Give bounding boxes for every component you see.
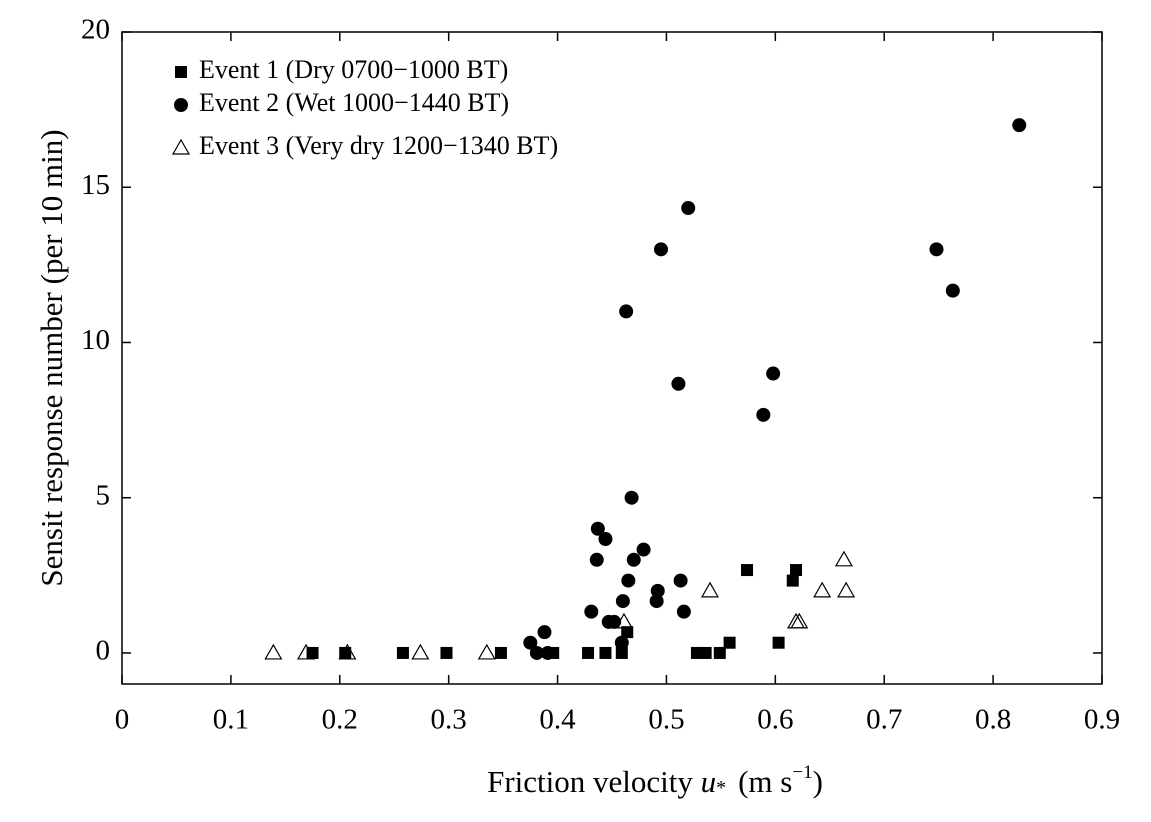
point-circle	[621, 573, 636, 588]
point-circle	[649, 594, 664, 609]
point-circle	[945, 283, 960, 298]
point-square	[772, 636, 785, 649]
point-triangle	[411, 643, 430, 660]
point-square	[440, 646, 453, 659]
point-circle	[626, 552, 641, 567]
point-circle	[523, 635, 538, 650]
point-circle	[537, 625, 552, 640]
point-square	[615, 646, 628, 659]
point-triangle	[264, 643, 283, 660]
point-circle	[756, 407, 771, 422]
point-circle	[589, 552, 604, 567]
point-square	[786, 574, 799, 587]
point-triangle	[614, 612, 634, 629]
y-tick-label: 0	[96, 635, 111, 667]
point-square	[741, 564, 754, 577]
point-circle	[584, 604, 599, 619]
y-axis-label: Sensit response number (per 10 min)	[34, 129, 69, 586]
point-circle	[598, 532, 613, 547]
x-label-unit: (m s	[738, 764, 792, 799]
y-tick-label: 10	[81, 324, 110, 356]
point-circle	[676, 604, 691, 619]
x-tick-label: 0.1	[213, 704, 249, 736]
x-tick-label: 0.6	[757, 704, 793, 736]
point-circle	[615, 594, 630, 609]
x-axis-label: Friction velocity u* (m s−1)	[487, 762, 823, 799]
point-square	[175, 66, 187, 78]
legend-label: Event 1 (Dry 0700−1000 BT)	[199, 55, 508, 84]
x-tick-label: 0.8	[975, 704, 1011, 736]
x-tick-label: 0.4	[539, 704, 576, 736]
x-label-symbol: u	[701, 764, 717, 799]
point-square	[396, 646, 409, 659]
point-square	[713, 646, 726, 659]
x-tick-label: 0.3	[431, 704, 467, 736]
point-square	[339, 646, 352, 659]
point-circle	[540, 645, 555, 660]
point-square	[699, 646, 712, 659]
plot-frame	[121, 31, 1103, 685]
x-label-paren: )	[813, 764, 823, 799]
x-label-subscript: *	[716, 777, 726, 799]
point-circle	[529, 645, 544, 660]
point-circle	[671, 376, 686, 391]
point-circle	[1012, 118, 1027, 133]
point-circle	[614, 635, 629, 650]
point-circle	[654, 242, 668, 257]
x-label-superscript: −1	[792, 762, 812, 783]
point-circle	[636, 542, 651, 557]
point-square	[599, 646, 612, 659]
point-triangle	[296, 643, 316, 660]
point-square	[723, 636, 736, 649]
point-triangle	[790, 612, 809, 629]
x-tick-label: 0.5	[648, 704, 684, 736]
point-square	[582, 646, 595, 659]
point-triangle	[837, 581, 856, 598]
point-circle	[174, 98, 188, 112]
point-circle	[929, 242, 944, 257]
point-square	[621, 626, 634, 639]
x-tick-label: 0.2	[322, 704, 358, 736]
point-square	[790, 564, 803, 577]
point-circle	[766, 366, 781, 381]
point-circle	[624, 490, 639, 505]
point-triangle	[338, 643, 357, 660]
point-triangle	[834, 550, 853, 567]
y-tick-label: 20	[81, 14, 110, 46]
point-square	[494, 646, 507, 659]
point-triangle	[786, 612, 806, 629]
y-tick-label: 15	[81, 169, 110, 201]
legend-label: Event 2 (Wet 1000−1440 BT)	[199, 88, 509, 117]
x-tick-label: 0.7	[866, 704, 902, 736]
x-tick-label: 0	[115, 704, 130, 736]
point-circle	[681, 201, 696, 216]
point-triangle	[171, 138, 191, 155]
point-triangle	[700, 581, 720, 598]
point-circle	[650, 583, 665, 598]
legend-label: Event 3 (Very dry 1200−1340 BT)	[199, 131, 558, 160]
x-label-text: Friction velocity	[487, 764, 693, 799]
point-triangle	[813, 581, 832, 598]
x-tick-label: 0.9	[1084, 704, 1120, 736]
point-circle	[619, 304, 634, 319]
point-circle	[673, 573, 688, 588]
y-tick-label: 5	[96, 479, 111, 511]
point-triangle	[477, 643, 496, 660]
point-circle	[590, 521, 605, 536]
